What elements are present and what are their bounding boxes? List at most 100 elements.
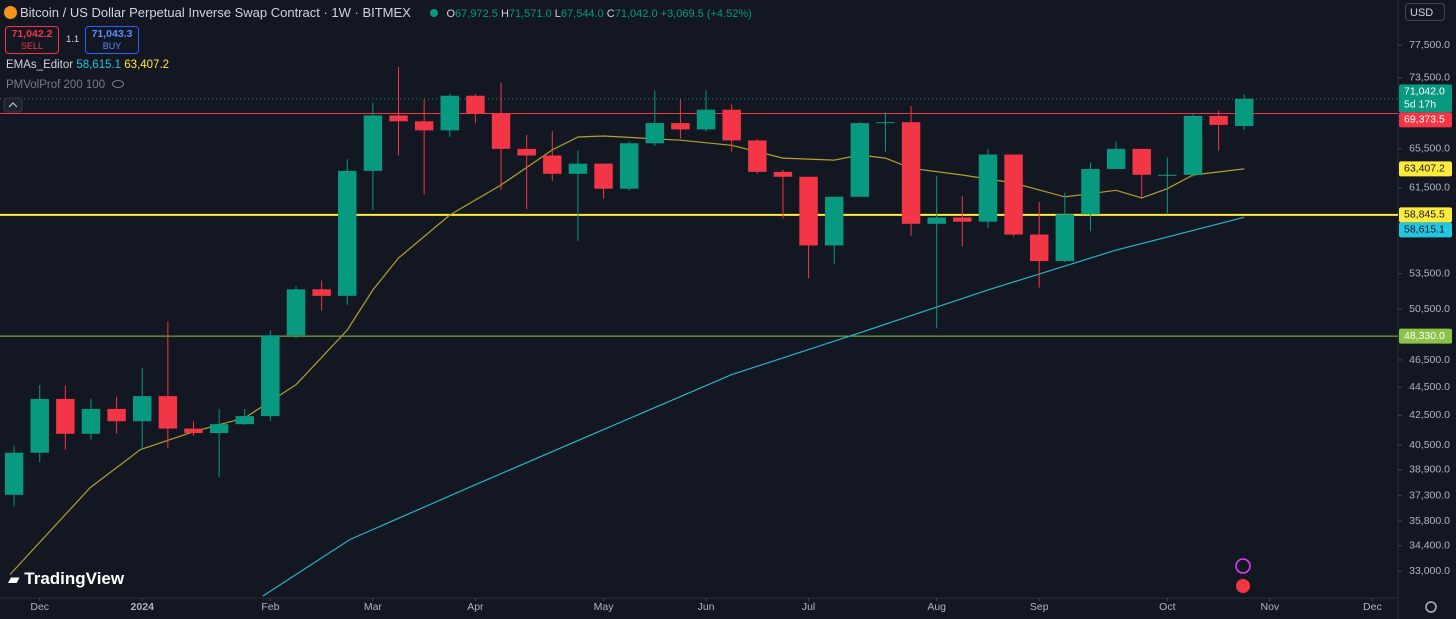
candle-body xyxy=(1132,148,1151,175)
candle-body xyxy=(30,398,49,453)
buy-label: BUY xyxy=(102,41,122,51)
y-tick-label: 35,800.0 xyxy=(1409,515,1450,527)
candle-body xyxy=(696,109,716,130)
y-tick-label: 46,500.0 xyxy=(1409,354,1450,366)
x-tick-label: Sep xyxy=(1030,601,1049,613)
candle-body xyxy=(466,95,485,114)
x-tick-label: Jun xyxy=(698,601,715,613)
candle-body xyxy=(978,154,998,222)
x-tick-label: Feb xyxy=(261,601,279,613)
indicator-name: PMVolProf 200 100 xyxy=(6,79,106,91)
candle-body xyxy=(645,123,665,144)
x-tick-label: Apr xyxy=(467,601,484,613)
indicator-value: 63,407.2 xyxy=(124,59,170,71)
y-tick-label: 65,500.0 xyxy=(1409,143,1450,155)
btc-icon xyxy=(4,6,17,19)
y-tick-label: 33,000.0 xyxy=(1409,565,1450,577)
currency-select[interactable]: USD xyxy=(1405,3,1445,21)
candle-body xyxy=(1209,115,1228,125)
x-tick-label: 2024 xyxy=(131,601,155,613)
indicator-ema[interactable]: EMAs_Editor 58,615.1 63,407.2 xyxy=(6,59,169,71)
candle-body xyxy=(927,217,946,224)
x-tick-label: Oct xyxy=(1159,601,1175,613)
sell-button[interactable]: 71,042.2 SELL xyxy=(5,26,59,54)
buy-button[interactable]: 71,043.3 BUY xyxy=(85,26,139,54)
indicator-name: EMAs_Editor xyxy=(6,59,74,71)
candle-body xyxy=(1235,98,1254,127)
price-tag-label: 48,330.0 xyxy=(1404,330,1445,342)
candle-body xyxy=(1029,234,1049,262)
price-tag xyxy=(1399,207,1452,223)
candle-body xyxy=(414,121,434,131)
candle-body xyxy=(133,396,152,422)
price-tag-label: 58,615.1 xyxy=(1404,224,1445,236)
price-tag-label: 71,042.0 xyxy=(1404,86,1445,98)
candle-body xyxy=(1106,148,1126,169)
settings-icon xyxy=(1425,601,1437,613)
candle-body xyxy=(56,398,75,434)
price-tag-label: 63,407.2 xyxy=(1404,163,1445,175)
candle-body xyxy=(286,289,306,336)
plot-area xyxy=(0,67,1398,597)
logo-mark: ⁠▰ xyxy=(8,571,20,588)
candle-body xyxy=(748,140,767,172)
hidden-eye-icon xyxy=(112,80,125,88)
symbol-row: Bitcoin / US Dollar Perpetual Inverse Sw… xyxy=(4,5,752,20)
candle-body xyxy=(799,176,818,246)
price-tag xyxy=(1399,84,1452,113)
spread: 1.1 xyxy=(66,34,80,45)
ohlc-key: L xyxy=(554,8,561,20)
candle-body xyxy=(953,217,972,222)
x-tick-label: Dec xyxy=(30,601,49,613)
candle-body xyxy=(491,113,511,149)
price-tag-label: 58,845.5 xyxy=(1404,209,1445,221)
brand-logo: ⁠▰ TradingView xyxy=(8,569,124,589)
ohlc-key: H xyxy=(500,8,509,20)
y-tick-label: 38,900.0 xyxy=(1409,464,1450,476)
y-tick-label: 44,500.0 xyxy=(1409,381,1450,393)
candle-body xyxy=(184,428,203,434)
ema-line xyxy=(262,216,1245,597)
y-tick-label: 61,500.0 xyxy=(1409,181,1450,193)
y-tick-label: 50,500.0 xyxy=(1409,303,1450,315)
countdown-label: 5d 17h xyxy=(1404,99,1436,111)
ohlc-value: 67,544.0 xyxy=(560,8,604,20)
candle-body xyxy=(312,289,331,296)
alert-icon xyxy=(1235,558,1251,574)
collapse-button xyxy=(3,97,23,113)
candle-body xyxy=(1004,154,1023,235)
indicator-volprof[interactable]: PMVolProf 200 100 xyxy=(6,79,125,91)
candle-body xyxy=(671,123,690,130)
ohlc-value: 67,972.5 xyxy=(455,8,498,20)
brand-text: TradingView xyxy=(24,569,125,588)
y-tick-label: 42,500.0 xyxy=(1409,409,1450,421)
price-tag-label: 69,373.5 xyxy=(1404,114,1445,126)
x-tick-label: Dec xyxy=(1363,601,1382,613)
ohlc-key: O xyxy=(446,8,456,20)
candle-body xyxy=(1158,174,1177,176)
ohlc-value: 71,042.0 xyxy=(614,8,658,20)
price-tag xyxy=(1399,328,1452,344)
y-tick-label: 77,500.0 xyxy=(1409,39,1450,51)
y-tick-label: 40,500.0 xyxy=(1409,439,1450,451)
sell-price: 71,042.2 xyxy=(11,28,53,40)
candle-body xyxy=(1055,214,1075,262)
candle-body xyxy=(81,408,101,434)
candle-body xyxy=(517,148,536,156)
candle-body xyxy=(440,95,459,131)
indicator-value: 58,615.1 xyxy=(76,59,122,71)
candle-body xyxy=(363,115,383,171)
x-tick-label: Aug xyxy=(927,601,946,613)
candle-body xyxy=(261,335,280,417)
candle-body xyxy=(158,396,178,429)
sell-label: SELL xyxy=(20,41,44,51)
candle-body xyxy=(824,196,844,246)
candle-body xyxy=(876,122,895,124)
symbol-title[interactable]: Bitcoin / US Dollar Perpetual Inverse Sw… xyxy=(20,5,411,20)
y-tick-label: 37,300.0 xyxy=(1409,490,1450,502)
x-tick-label: Jul xyxy=(802,601,815,613)
price-tag xyxy=(1399,222,1452,238)
